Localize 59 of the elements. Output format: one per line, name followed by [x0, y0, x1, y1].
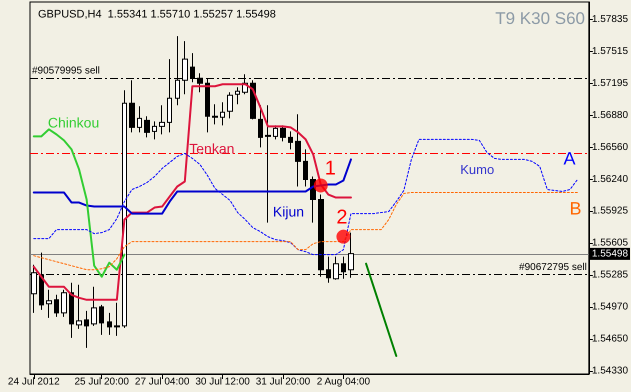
candlestick: [39, 252, 44, 310]
candlestick: [303, 148, 308, 187]
x-tick-label: 24 Jul 2012: [8, 376, 60, 388]
x-tick-label: 30 Jul 12:00: [195, 376, 250, 388]
y-tick-label: 1.55605: [592, 238, 628, 249]
line-series: [32, 128, 126, 278]
series-label: Kijun: [272, 204, 304, 220]
candlestick: [144, 116, 150, 138]
ref-line-label: 1.55498: [592, 248, 628, 260]
candlestick: [273, 124, 278, 140]
candlestick: [84, 310, 89, 348]
ref-line-label: #90579995 sell: [32, 66, 100, 77]
series-label: A: [564, 148, 576, 168]
candlestick: [288, 130, 293, 150]
line-series: [32, 83, 352, 301]
candlestick: [295, 114, 301, 187]
line-series: [33, 138, 578, 256]
candlestick: [152, 120, 157, 140]
candlestick: [227, 92, 233, 119]
series-label: 1: [324, 157, 336, 180]
x-tick-label: 2 Aug 04:00: [316, 376, 371, 388]
candlestick: [114, 302, 120, 336]
series-label: Chinkou: [48, 114, 100, 130]
x-tick-label: 27 Jul 04:00: [134, 376, 190, 388]
series-label: Tenkan: [189, 140, 234, 156]
series-label: 2: [336, 206, 348, 229]
candlestick: [76, 284, 82, 330]
text: GBPUSD,H4 1.55341 1.55710 1.55257 1.55498: [38, 8, 276, 20]
y-tick-label: 1.54650: [592, 333, 628, 344]
candlestick: [235, 86, 240, 105]
candlestick: [137, 106, 142, 133]
annotation: Kumo: [460, 162, 494, 177]
candlestick: [69, 282, 74, 338]
y-tick-label: 1.54330: [592, 365, 628, 376]
annotation: T9 K30 S60: [495, 9, 585, 28]
candlestick: [99, 304, 104, 336]
candlestick: [212, 104, 218, 125]
candlestick: [265, 104, 271, 224]
x-tick-label: 31 Jul 20:00: [256, 376, 311, 388]
y-tick-label: 1.57835: [592, 14, 628, 26]
ref-line-label: #90672795 sell: [519, 262, 587, 274]
candlestick: [280, 124, 286, 142]
candlestick: [54, 294, 59, 318]
y-tick-label: 1.57515: [592, 46, 628, 58]
candlestick: [107, 312, 112, 336]
y-tick-label: 1.55285: [592, 270, 628, 281]
candlestick: [46, 289, 52, 318]
series-label: B: [570, 198, 582, 219]
candlestick: [61, 289, 67, 318]
candlestick: [220, 102, 225, 126]
y-tick-label: 1.56560: [592, 142, 628, 153]
y-tick-label: 1.54970: [592, 301, 628, 312]
x-tick-label: 25 Jul 20:00: [74, 376, 130, 388]
y-tick-label: 1.56880: [592, 110, 628, 121]
y-tick-label: 1.57195: [592, 78, 628, 90]
candlestick: [91, 286, 97, 326]
y-tick-label: 1.56240: [592, 174, 628, 185]
candlestick: [159, 104, 165, 135]
y-tick-label: 1.55925: [592, 206, 628, 217]
